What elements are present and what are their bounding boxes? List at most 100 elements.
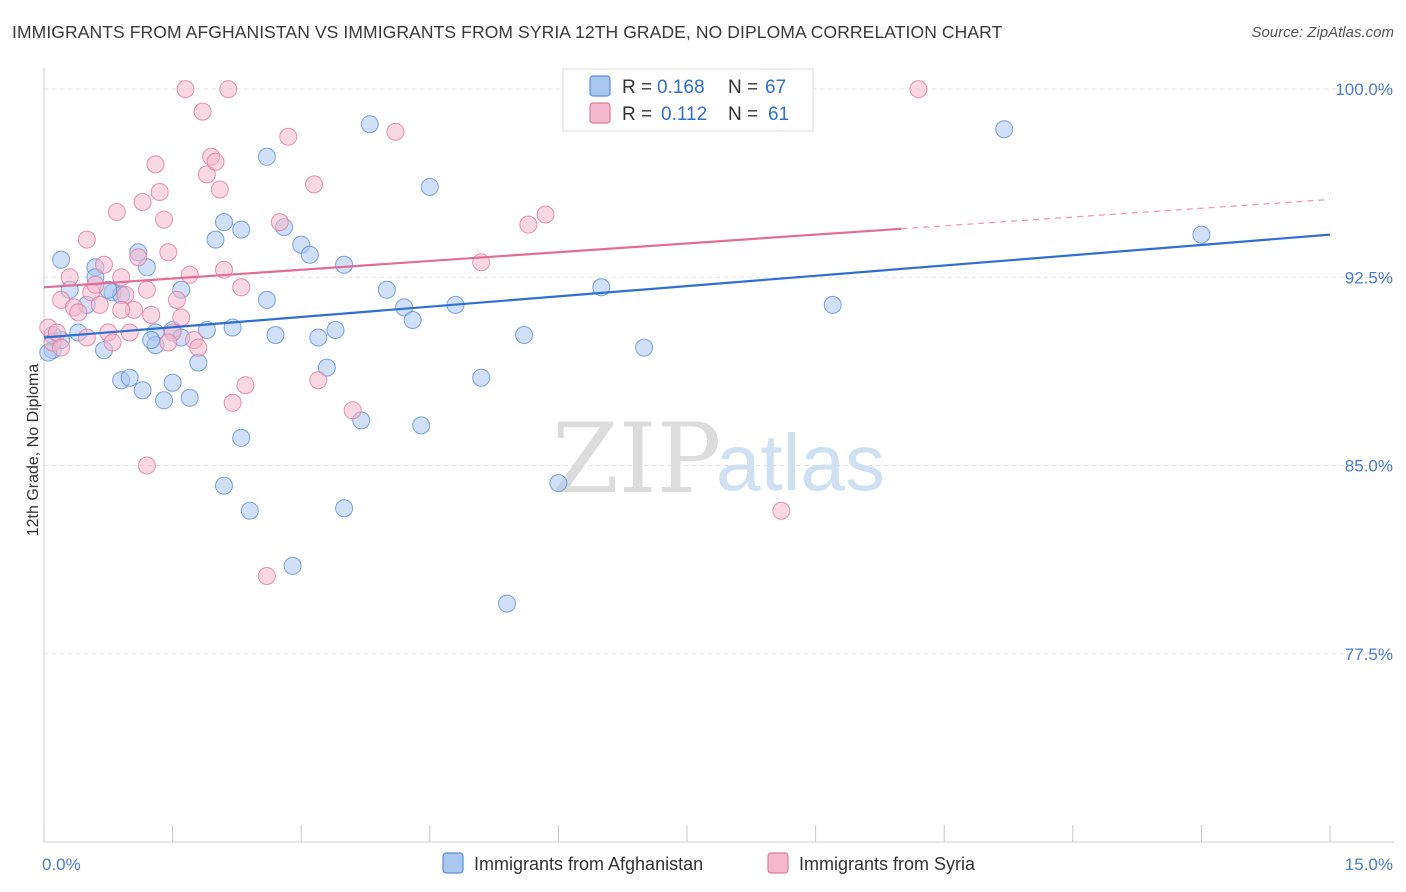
watermark: ZIP atlas [552, 403, 885, 515]
syria-point-24 [150, 183, 169, 201]
syria-point-17 [120, 323, 139, 342]
syria-point-41 [223, 393, 242, 412]
afghanistan-trend-line [43, 233, 1331, 339]
bottom-legend: Immigrants from Afghanistan Immigrants f… [442, 852, 976, 874]
afghanistan-point-36 [283, 556, 302, 575]
afghanistan-point-27 [215, 476, 233, 495]
syria-point-6 [69, 303, 88, 322]
syria-point-10 [90, 295, 109, 314]
syria-point-55 [909, 80, 928, 99]
afghanistan-point-41 [326, 321, 345, 339]
legend-n-value-1: 67 [765, 77, 786, 98]
syria-point-60 [137, 280, 156, 299]
afghanistan-point-50 [420, 177, 439, 196]
syria-point-57 [112, 300, 131, 319]
syria-point-22 [142, 305, 161, 324]
syria-point-28 [167, 290, 186, 309]
afghanistan-point-40 [317, 358, 336, 377]
tick-labels: 100.0% 92.5% 85.0% 77.5% 0.0% 15.0% [42, 80, 1393, 874]
afghanistan-point-17 [155, 391, 173, 410]
syria-point-26 [159, 243, 178, 262]
y-tick-label-1: 92.5% [1345, 268, 1393, 287]
trend-lines [43, 198, 1331, 339]
data-points [39, 80, 1211, 613]
legend-r-label-2: R = [622, 104, 652, 125]
legend-r-value-2: 0.112 [661, 104, 707, 125]
syria-point-40 [219, 80, 238, 99]
syria-point-46 [279, 127, 298, 146]
syria-point-49 [343, 401, 362, 420]
syria-point-11 [95, 255, 113, 274]
syria-trend-line-extension [901, 198, 1331, 230]
afghanistan-point-64 [133, 381, 152, 400]
legend-swatch-afghanistan [589, 75, 611, 97]
y-tick-label-2: 85.0% [1345, 457, 1393, 476]
afghanistan-point-32 [257, 147, 276, 166]
bottom-legend-swatch-afghanistan [442, 852, 464, 874]
afghanistan-point-25 [206, 230, 225, 249]
afghanistan-point-38 [300, 245, 319, 264]
afghanistan-point-52 [472, 368, 491, 387]
afghanistan-point-19 [163, 373, 182, 392]
syria-point-43 [236, 376, 255, 395]
afghanistan-point-42 [335, 255, 354, 274]
syria-point-19 [129, 248, 148, 267]
syria-point-48 [309, 371, 328, 390]
bottom-legend-afghanistan: Immigrants from Afghanistan [474, 854, 703, 874]
syria-point-58 [159, 333, 178, 352]
afghanistan-point-23 [189, 353, 208, 372]
syria-point-25 [155, 210, 173, 229]
syria-point-4 [60, 268, 79, 287]
afghanistan-point-28 [215, 213, 233, 232]
afghanistan-point-1 [52, 250, 71, 269]
afghanistan-point-49 [412, 416, 431, 435]
afghanistan-point-45 [360, 115, 379, 134]
afghanistan-point-48 [403, 311, 422, 329]
syria-point-53 [536, 205, 555, 224]
y-tick-label-0: 100.0% [1335, 80, 1393, 99]
afghanistan-point-59 [823, 295, 842, 314]
bottom-legend-syria: Immigrants from Syria [799, 854, 976, 874]
syria-point-30 [176, 80, 195, 99]
afghanistan-point-46 [377, 280, 396, 299]
syria-point-37 [206, 152, 225, 171]
legend-n-value-2: 61 [768, 104, 789, 125]
legend: R = 0.168 N = 67 R = 0.112 N = 61 [562, 68, 814, 132]
syria-point-42 [232, 278, 251, 297]
syria-point-38 [210, 180, 229, 199]
afghanistan-point-61 [1192, 225, 1211, 244]
syria-point-45 [270, 213, 289, 232]
watermark-zip: ZIP [552, 403, 721, 515]
syria-point-47 [305, 175, 324, 194]
afghanistan-point-33 [257, 290, 276, 309]
syria-point-34 [193, 102, 212, 121]
syria-point-33 [189, 338, 208, 357]
legend-n-label-2: N = [728, 104, 758, 125]
legend-r-label-1: R = [622, 77, 652, 98]
syria-point-54 [772, 501, 791, 520]
source-credit: Source: ZipAtlas.com [1251, 24, 1394, 41]
grid-lines [44, 88, 1394, 655]
afghanistan-point-31 [232, 220, 251, 239]
syria-point-52 [519, 215, 538, 234]
x-tick-label-0: 0.0% [42, 855, 81, 874]
axes [43, 68, 1394, 843]
legend-swatch-syria [589, 102, 611, 124]
afghanistan-point-29 [232, 428, 251, 447]
syria-point-13 [103, 333, 122, 352]
afghanistan-point-54 [515, 326, 534, 344]
syria-point-31 [180, 265, 199, 284]
afghanistan-point-43 [335, 499, 354, 518]
afghanistan-point-53 [498, 594, 516, 613]
syria-point-2 [47, 323, 66, 342]
chart-title: IMMIGRANTS FROM AFGHANISTAN VS IMMIGRANT… [12, 22, 1003, 42]
afghanistan-point-39 [309, 328, 328, 347]
syria-point-14 [107, 203, 126, 221]
afghanistan-point-57 [635, 338, 654, 357]
afghanistan-point-66 [142, 331, 161, 349]
syria-point-44 [257, 567, 276, 585]
y-axis-label: 12th Grade, No Diploma [25, 364, 42, 537]
y-tick-label-3: 77.5% [1345, 645, 1393, 664]
afghanistan-point-22 [180, 388, 199, 407]
